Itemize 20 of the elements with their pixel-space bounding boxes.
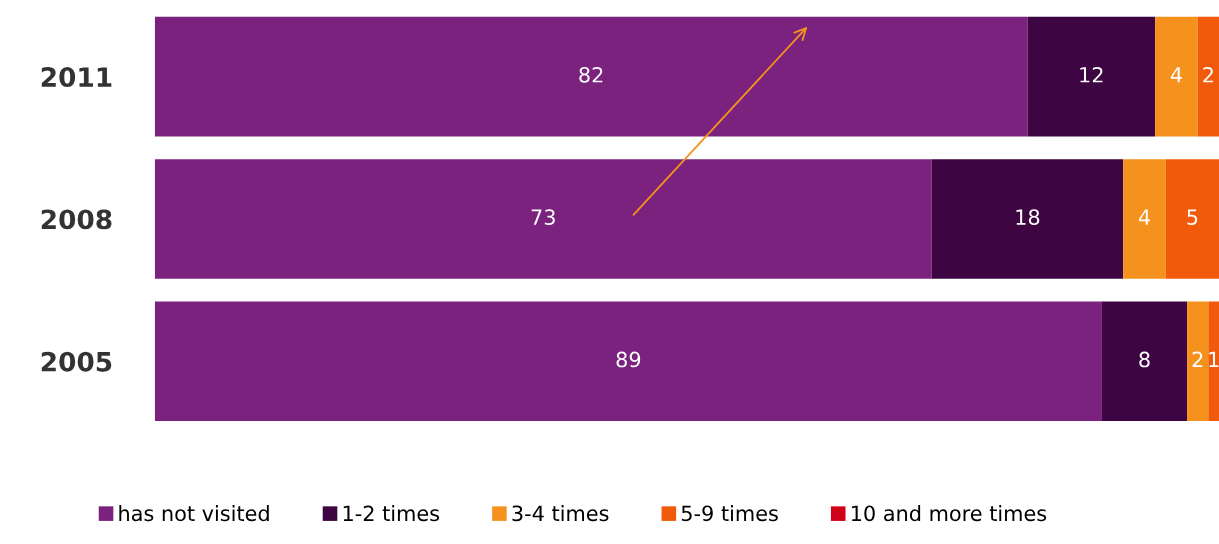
legend-label: 1-2 times xyxy=(343,505,440,522)
y-tick-label: 2005 xyxy=(41,351,112,372)
data-label: 4 xyxy=(1170,67,1182,83)
data-label: 82 xyxy=(579,66,603,83)
legend-label: has not visited xyxy=(119,505,269,522)
data-label: 18 xyxy=(1016,209,1040,225)
data-label: 8 xyxy=(1139,351,1150,368)
y-tick-label: 2011 xyxy=(41,67,112,88)
y-tick-label: 2008 xyxy=(41,209,112,230)
data-label: 73 xyxy=(531,209,555,225)
legend-label: 10 and more times xyxy=(851,505,1047,522)
data-label: 1 xyxy=(1209,351,1219,368)
data-label: 5 xyxy=(1187,209,1198,225)
data-label: 89 xyxy=(616,351,641,368)
legend-label: 5-9 times xyxy=(681,505,778,522)
data-label: 2 xyxy=(1192,351,1203,368)
data-label: 2 xyxy=(1203,66,1213,83)
data-label: 4 xyxy=(1138,209,1150,225)
legend-label: 3-4 times xyxy=(512,505,609,522)
data-label: 12 xyxy=(1080,66,1103,83)
